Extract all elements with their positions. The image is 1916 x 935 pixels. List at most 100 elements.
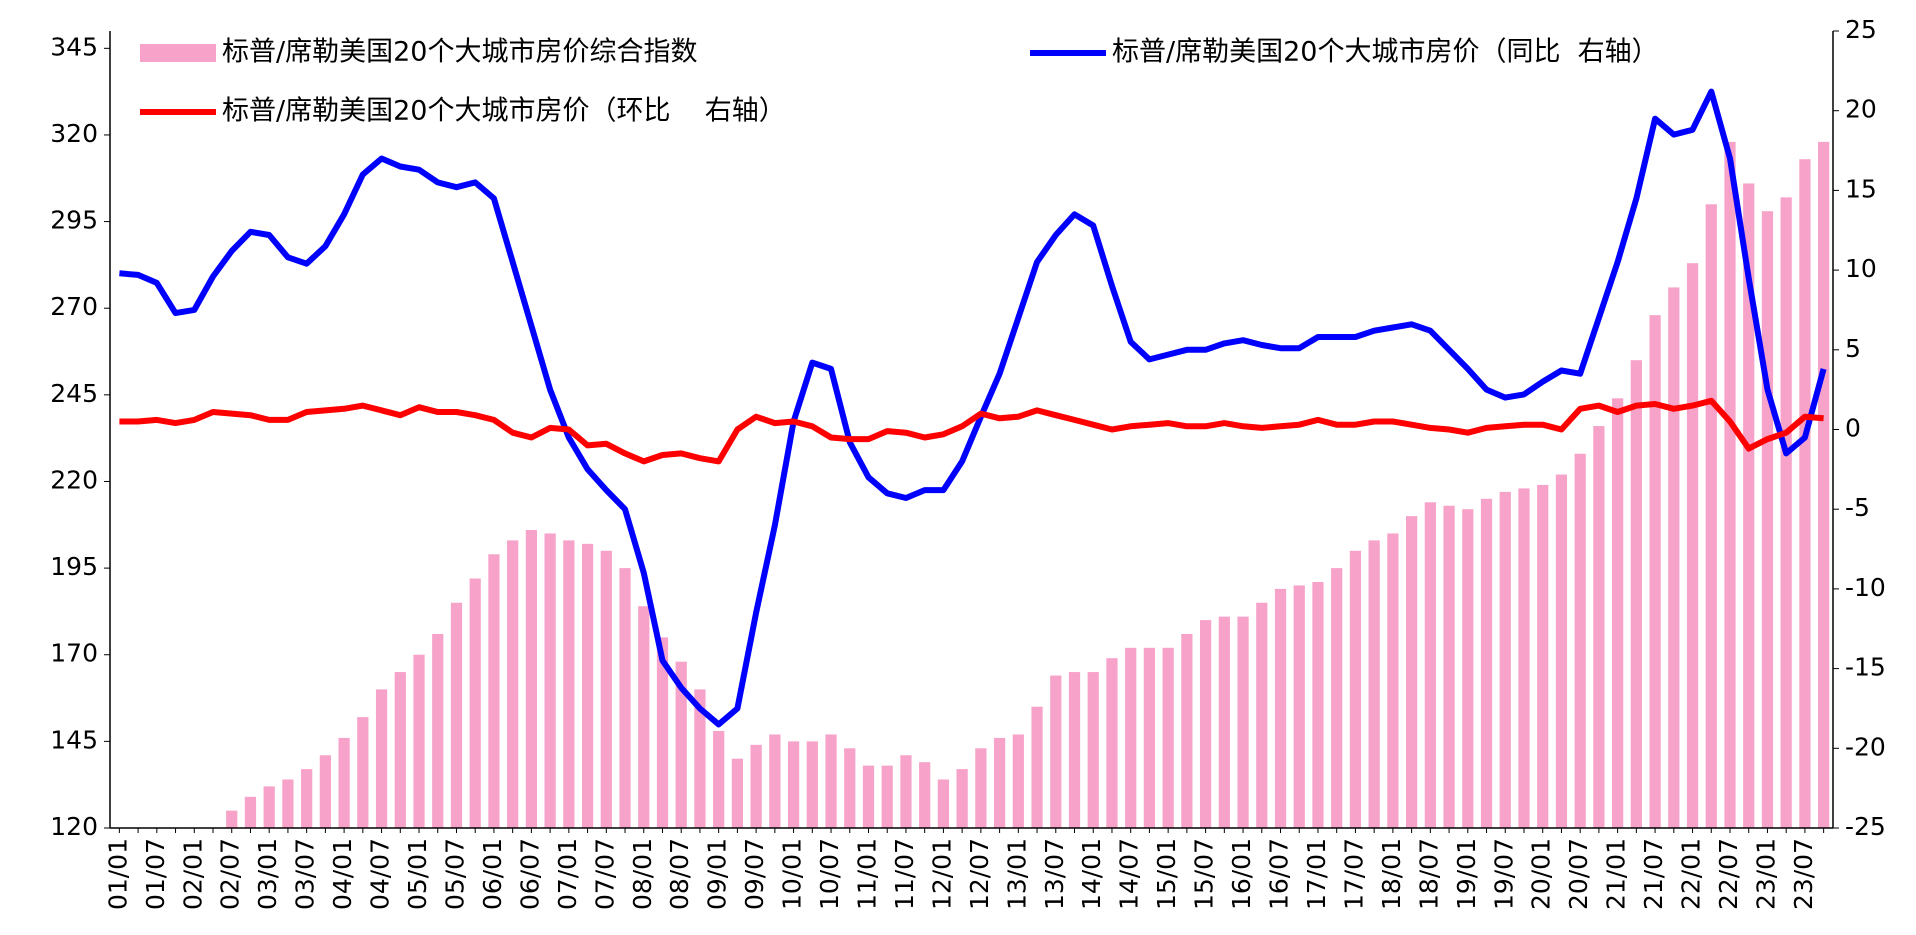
x-tick-label: 08/01: [628, 838, 657, 910]
legend-label: 标普/席勒美国20个大城市房价（同比 右轴）: [1112, 37, 1659, 68]
x-tick-label: 04/01: [328, 838, 357, 910]
bar: [694, 689, 706, 828]
bar: [1312, 581, 1324, 828]
bar: [1349, 550, 1362, 828]
y-tick-label: 145: [50, 725, 98, 754]
y-tick-label: 245: [50, 379, 98, 408]
x-tick-label: 02/07: [216, 838, 245, 910]
bar: [600, 550, 612, 828]
bar: [1162, 647, 1174, 828]
bar: [1050, 675, 1062, 828]
bar: [1780, 197, 1792, 828]
bar: [301, 769, 313, 828]
bar: [1143, 647, 1156, 828]
bar: [1668, 287, 1680, 828]
x-tick-label: 10/07: [815, 838, 844, 910]
x-tick-label: 19/07: [1489, 838, 1518, 910]
x-tick-label: 18/01: [1377, 838, 1406, 910]
line: [119, 88, 1827, 728]
line: [119, 397, 1824, 465]
x-tick-label: 20/01: [1527, 838, 1556, 910]
x-tick-label: 06/01: [478, 838, 507, 910]
x-tick-label: 09/01: [703, 838, 732, 910]
x-tick-label: 04/07: [366, 838, 395, 910]
bar: [1518, 488, 1530, 828]
bar: [1031, 706, 1043, 828]
bar: [1555, 474, 1568, 828]
bar: [1630, 360, 1642, 828]
bar: [638, 606, 650, 828]
bar: [769, 734, 781, 828]
y2-tick-label: -25: [1845, 812, 1886, 841]
x-tick-label: 12/01: [927, 838, 956, 910]
x-tick-label: 22/01: [1677, 838, 1706, 910]
x-tick-label: 17/01: [1302, 838, 1331, 910]
bar: [263, 786, 275, 828]
bar: [806, 741, 818, 828]
bar: [563, 540, 575, 828]
bar: [919, 762, 931, 828]
bar: [937, 779, 950, 828]
bar: [544, 533, 556, 828]
bar: [1199, 620, 1212, 828]
y2-tick-label: -20: [1845, 732, 1886, 761]
bar: [226, 810, 238, 828]
bar: [1462, 509, 1474, 828]
bar: [432, 633, 444, 828]
y2-tick-label: 25: [1845, 15, 1877, 44]
bar: [750, 744, 762, 828]
y2-tick-label: 20: [1845, 95, 1877, 124]
bar: [394, 672, 406, 828]
bar: [825, 734, 837, 828]
bar: [1593, 426, 1605, 828]
bar: [1424, 502, 1436, 828]
bar: [619, 568, 631, 828]
legend-swatch: [140, 44, 216, 62]
y2-tick-label: -5: [1845, 493, 1870, 522]
bar: [244, 796, 257, 828]
bar: [525, 529, 538, 828]
x-tick-label: 16/07: [1265, 838, 1294, 910]
x-tick-label: 14/01: [1077, 838, 1106, 910]
x-tick-label: 07/01: [553, 838, 582, 910]
x-tick-label: 01/01: [103, 838, 132, 910]
x-tick-label: 21/01: [1602, 838, 1631, 910]
bar: [1387, 533, 1399, 828]
bar: [1237, 616, 1249, 828]
bar: [1537, 484, 1549, 828]
bar: [675, 661, 687, 828]
x-tick-label: 20/07: [1564, 838, 1593, 910]
x-tick-label: 05/07: [440, 838, 469, 910]
bar: [1480, 498, 1493, 828]
x-tick-label: 10/01: [778, 838, 807, 910]
bar: [787, 741, 800, 828]
x-tick-label: 14/07: [1115, 838, 1144, 910]
y-tick-label: 345: [50, 32, 98, 61]
x-tick-label: 13/01: [1002, 838, 1031, 910]
bar: [1761, 211, 1774, 828]
x-tick-label: 13/07: [1040, 838, 1069, 910]
y2-tick-label: -15: [1845, 653, 1886, 682]
bar: [375, 689, 388, 828]
bar: [338, 737, 350, 828]
bar: [1724, 141, 1736, 828]
x-tick-label: 18/07: [1414, 838, 1443, 910]
y-tick-label: 170: [50, 639, 98, 668]
bar: [844, 748, 856, 828]
bar: [1405, 516, 1418, 828]
bar: [1799, 159, 1811, 828]
bars: [226, 141, 1830, 828]
x-tick-label: 03/07: [291, 838, 320, 910]
bar: [1012, 734, 1024, 828]
bar: [1368, 540, 1380, 828]
bar: [713, 730, 725, 828]
bar: [956, 769, 968, 828]
bar: [1705, 204, 1717, 828]
x-tick-label: 07/07: [590, 838, 619, 910]
y-tick-label: 295: [50, 206, 98, 235]
x-tick-label: 11/01: [852, 838, 881, 910]
bar: [731, 758, 744, 828]
x-tick-label: 19/01: [1452, 838, 1481, 910]
x-tick-label: 02/01: [178, 838, 207, 910]
